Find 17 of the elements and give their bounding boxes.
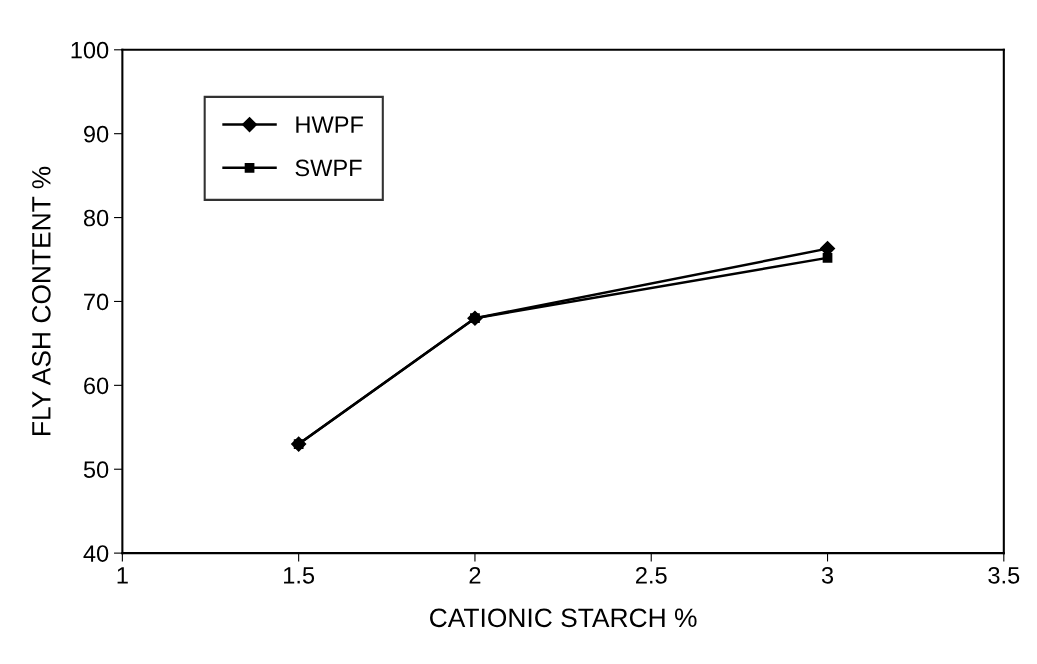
x-tick-label: 3.5 [988,566,1020,584]
y-tick-label: 80 [83,209,109,227]
x-tick-label: 1.5 [284,567,315,584]
x-tick-label: 2.5 [636,566,667,584]
y-tick-label: 90 [84,125,109,143]
legend-label: SWPF [295,159,362,177]
x-tick-label: 2 [469,566,481,584]
x-tick-label: 3 [821,566,834,584]
x-tick-label: 1 [117,567,128,584]
y-tick-label: 60 [84,377,109,395]
y-tick-label: 100 [71,41,109,59]
x-axis-title: CATIONIC STARCH % [430,608,697,628]
y-tick-label: 50 [83,461,109,479]
y-tick-label: 40 [83,545,109,562]
y-axis-title: FLY ASH CONTENT % [31,166,51,435]
y-tick-label: 70 [84,293,109,311]
legend-label: HWPF [296,116,363,133]
